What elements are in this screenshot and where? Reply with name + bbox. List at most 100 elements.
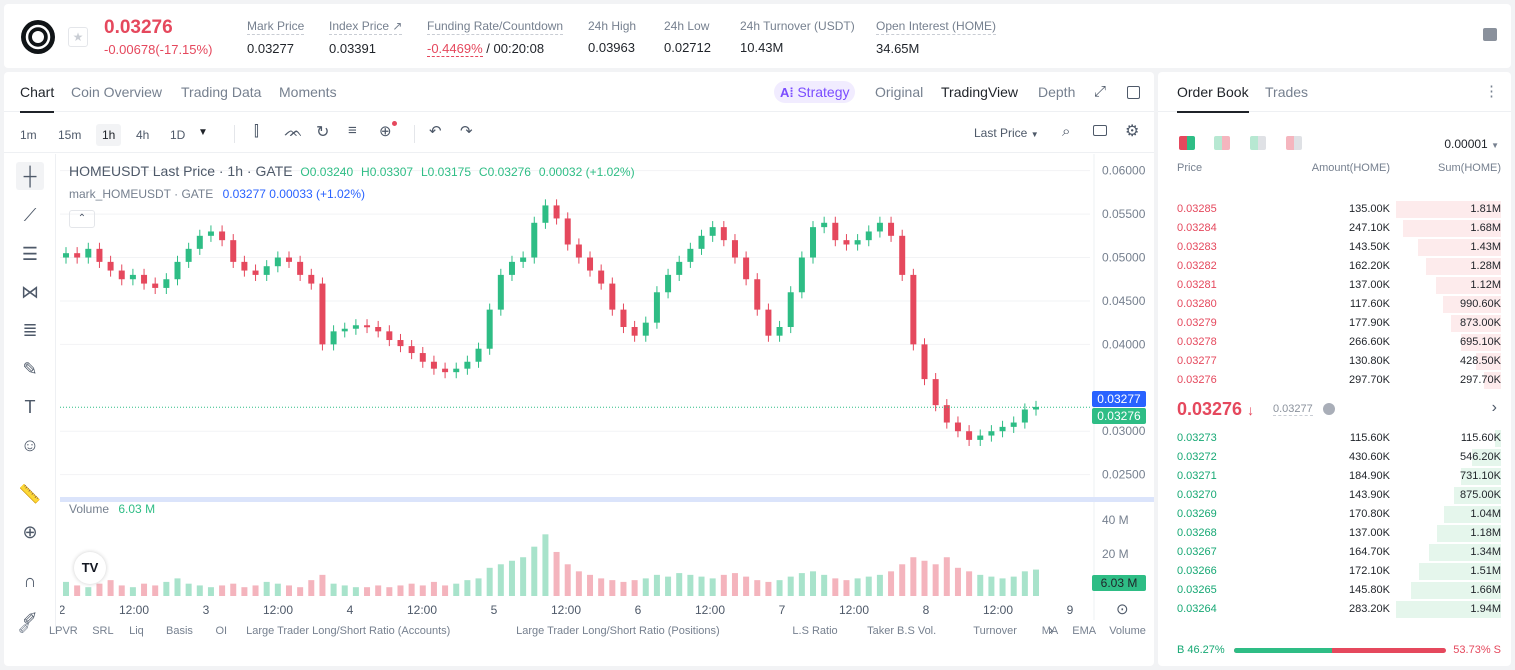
stat-label[interactable]: Mark Price [247,19,305,35]
indicator-item[interactable]: EMA [1072,625,1097,637]
expand-icon[interactable]: ⤢ [1094,83,1107,100]
ask-row[interactable]: 0.03285 135.00K 1.81M [1158,200,1511,219]
precision-select[interactable]: 0.00001 ▼ [1444,137,1499,151]
indicators-icon[interactable]: ᨏ [284,123,303,140]
ask-row[interactable]: 0.03284 247.10K 1.68M [1158,219,1511,238]
view-both-icon[interactable] [1179,136,1195,150]
template-icon[interactable]: ≡ [348,122,357,139]
book-icon[interactable] [1483,28,1497,41]
timeframe-1d[interactable]: 1D [170,128,186,142]
replay-icon[interactable]: ↻ [316,124,330,141]
indicator-bar-scroll-left-icon[interactable]: ✐ [18,621,31,638]
indicator-item[interactable]: LPVR [49,625,78,637]
indicator-item[interactable]: OI [215,625,228,637]
indicator-item[interactable]: Turnover [973,625,1017,637]
bid-row[interactable]: 0.03272 430.60K 546.20K [1158,448,1511,467]
indicator-item[interactable]: Large Trader Long/Short Ratio (Positions… [516,625,720,637]
more-icon[interactable]: ⋮ [1484,83,1499,100]
indicator-bar-scroll-right-icon[interactable]: › [1049,623,1053,637]
indicator-item[interactable]: Large Trader Long/Short Ratio (Accounts) [246,625,451,637]
bid-row[interactable]: 0.03269 170.80K 1.04M [1158,505,1511,524]
timeframe-dropdown-icon[interactable]: ▼ [198,127,208,138]
window-icon[interactable] [1127,86,1140,99]
view-bids-icon[interactable] [1250,136,1266,150]
indicator-item[interactable]: Basis [166,625,193,637]
tab-chart[interactable]: Chart [20,84,55,113]
divider [234,125,235,143]
tab-trades[interactable]: Trades [1265,84,1309,100]
crosshair-icon[interactable]: ┼ [16,162,44,190]
timeframe-4h[interactable]: 4h [136,128,150,142]
tab-moments[interactable]: Moments [279,84,337,100]
search-icon[interactable]: ⌕ [1062,123,1071,140]
fib-icon[interactable]: ≣ [22,320,38,340]
horizontal-lines-icon[interactable]: ☰ [21,244,39,264]
stat-label[interactable]: Index Price ↗ [329,19,403,35]
candle-type-icon[interactable]: ⫿ [254,123,259,140]
tab-tradingview[interactable]: TradingView [941,84,1019,100]
chevron-right-icon[interactable]: › [1491,399,1497,416]
zoom-in-icon[interactable]: ⊕ [22,522,38,542]
pencil-lock-icon[interactable]: ✐ [22,609,38,629]
ask-row[interactable]: 0.03279 177.90K 873.00K [1158,314,1511,333]
bid-row[interactable]: 0.03265 145.80K 1.66M [1158,581,1511,600]
ask-row[interactable]: 0.03283 143.50K 1.43M [1158,238,1511,257]
row-sum: 1.43M [1470,241,1501,253]
ask-row[interactable]: 0.03280 117.60K 990.60K [1158,295,1511,314]
ask-row[interactable]: 0.03282 162.20K 1.28M [1158,257,1511,276]
undo-icon[interactable]: ↶ [429,123,442,140]
indicator-item[interactable]: Liq [129,625,144,637]
tab-original[interactable]: Original [875,84,924,100]
bid-row[interactable]: 0.03273 115.60K 115.60K [1158,429,1511,448]
depth-bar [1443,296,1501,313]
ask-row[interactable]: 0.03278 266.60K 695.10K [1158,333,1511,352]
ask-row[interactable]: 0.03277 130.80K 428.50K [1158,352,1511,371]
ask-row[interactable]: 0.03276 297.70K 297.70K [1158,371,1511,390]
view-asks-icon[interactable] [1214,136,1230,150]
camera-icon[interactable] [1093,125,1107,136]
tab-depth[interactable]: Depth [1038,84,1076,100]
timeframe-1h[interactable]: 1h [96,124,122,146]
row-amount: 177.90K [1349,317,1390,329]
magnet-icon[interactable]: ∩ [23,571,37,591]
indicator-item[interactable]: Taker B.S Vol. [867,625,937,637]
brush-icon[interactable]: ✎ [22,359,38,379]
bid-row[interactable]: 0.03266 172.10K 1.51M [1158,562,1511,581]
timeframe-15m[interactable]: 15m [58,128,82,142]
price-chart[interactable]: 0.06000 0.05500 0.05000 0.04500 0.04000 0.030… [60,154,1154,620]
collapse-legend-button[interactable]: ⌃ [69,210,95,228]
candle-body [687,248,694,262]
row-sum: 1.12M [1470,279,1501,291]
ask-row[interactable]: 0.03281 137.00K 1.12M [1158,276,1511,295]
add-alert-icon[interactable]: ⊕ [379,121,397,140]
gear-icon[interactable]: ⚙ [1125,123,1140,140]
price-type-select[interactable]: Last Price ▼ [974,126,1039,140]
bid-row[interactable]: 0.03271 184.90K 731.10K [1158,467,1511,486]
pattern-icon[interactable]: ⋈ [21,282,39,302]
indicator-item[interactable]: MA [1041,625,1059,637]
ruler-icon[interactable]: 📏 [18,484,42,504]
funding-countdown: / 00:20:08 [482,41,545,56]
strategy-button[interactable]: A⁞ Strategy [774,81,856,103]
bid-row[interactable]: 0.03264 283.20K 1.94M [1158,600,1511,619]
tab-order-book[interactable]: Order Book [1177,84,1249,113]
indicator-item[interactable]: L.S Ratio [792,625,838,637]
bid-row[interactable]: 0.03270 143.90K 875.00K [1158,486,1511,505]
bid-row[interactable]: 0.03267 164.70K 1.34M [1158,543,1511,562]
redo-icon[interactable]: ↷ [460,123,473,140]
favorite-star-icon[interactable]: ★ [68,27,88,47]
stat-label[interactable]: Open Interest (HOME) [876,19,997,35]
emoji-icon[interactable]: ☺ [20,435,40,455]
text-icon[interactable]: T [24,397,36,417]
indicator-item[interactable]: SRL [92,625,114,637]
tab-coin-overview[interactable]: Coin Overview [71,84,163,100]
timeframe-1m[interactable]: 1m [20,128,37,142]
bid-row[interactable]: 0.03268 137.00K 1.18M [1158,524,1511,543]
indicator-item[interactable]: Volume [1109,625,1146,637]
chart-settings-icon[interactable]: ⊙ [1116,601,1129,618]
stat-label[interactable]: Funding Rate/Countdown [427,19,564,35]
view-sells-icon[interactable] [1286,136,1302,150]
trend-line-icon[interactable]: ⟋ [23,205,37,225]
tab-trading-data[interactable]: Trading Data [181,84,262,100]
time-tick-label: 12:00 [119,603,149,617]
